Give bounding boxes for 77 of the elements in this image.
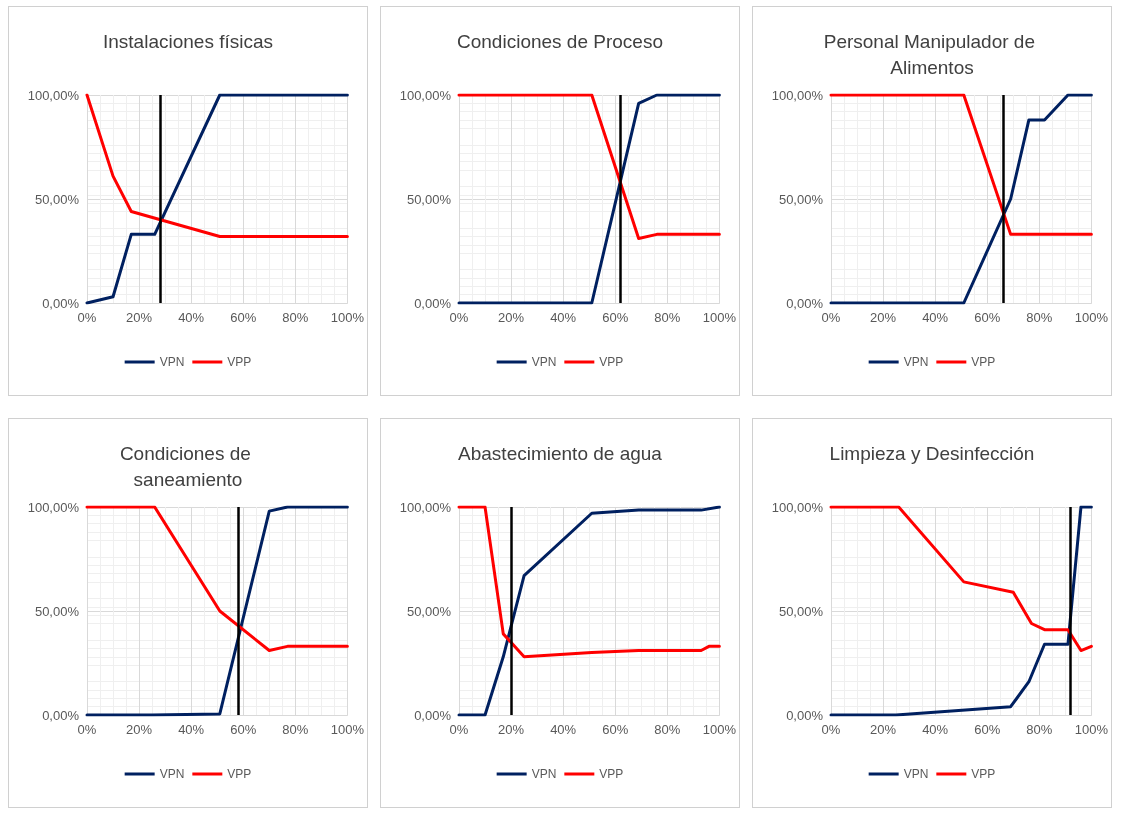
y-tick-label: 0,00% xyxy=(42,707,80,723)
x-tick-label: 80% xyxy=(654,722,681,737)
y-tick-label: 0,00% xyxy=(42,295,80,311)
chart-title: Limpieza y Desinfección xyxy=(829,442,1035,464)
chart-title: Condiciones de Proceso xyxy=(457,30,663,52)
x-tick-label: 40% xyxy=(922,722,949,737)
line-series xyxy=(829,505,1093,717)
x-tick-label: 20% xyxy=(498,722,525,737)
legend-label: VPN xyxy=(531,355,557,369)
legend-label: VPP xyxy=(971,355,996,369)
y-tick-label: 0,00% xyxy=(414,707,452,723)
x-tick-label: 60% xyxy=(602,722,629,737)
x-tick-label: 60% xyxy=(974,722,1001,737)
x-tick-label: 20% xyxy=(126,310,153,325)
x-tick-label: 60% xyxy=(230,310,257,325)
x-tick-label: 40% xyxy=(922,310,949,325)
y-tick-label: 50,00% xyxy=(34,603,80,619)
x-tick-label: 20% xyxy=(870,310,897,325)
x-tick-label: 80% xyxy=(1026,310,1053,325)
x-tick-label: 20% xyxy=(870,722,897,737)
x-tick-label: 40% xyxy=(550,310,577,325)
legend-label: VPN xyxy=(531,767,557,781)
x-tick-label: 0% xyxy=(77,722,97,737)
y-tick-label: 0,00% xyxy=(786,707,824,723)
chart-title: Abastecimiento de agua xyxy=(458,442,663,464)
legend-label: VPP xyxy=(599,355,624,369)
x-tick-label: 80% xyxy=(654,310,681,325)
x-tick-label: 100% xyxy=(1074,722,1109,737)
chart-title: Personal Manipulador de Alimentos xyxy=(823,30,1041,78)
chart-title: Instalaciones físicas xyxy=(102,30,274,52)
x-tick-label: 0% xyxy=(449,310,469,325)
legend-label: VPN xyxy=(903,355,929,369)
line-series xyxy=(85,93,349,305)
legend-label: VPP xyxy=(971,767,996,781)
x-tick-label: 40% xyxy=(550,722,577,737)
y-tick-label: 100,00% xyxy=(771,499,824,515)
x-tick-label: 100% xyxy=(330,310,365,325)
x-tick-label: 60% xyxy=(230,722,257,737)
y-tick-label: 50,00% xyxy=(406,191,452,207)
x-tick-label: 100% xyxy=(1074,310,1109,325)
y-tick-label: 50,00% xyxy=(406,603,452,619)
line-series xyxy=(829,93,1093,305)
legend-label: VPN xyxy=(903,767,929,781)
x-tick-label: 0% xyxy=(821,722,841,737)
x-tick-label: 80% xyxy=(282,722,309,737)
y-tick-label: 100,00% xyxy=(27,87,80,103)
x-tick-label: 100% xyxy=(702,310,737,325)
x-tick-label: 40% xyxy=(178,310,205,325)
line-series xyxy=(457,505,721,717)
legend-label: VPP xyxy=(227,767,252,781)
x-tick-label: 60% xyxy=(974,310,1001,325)
y-tick-label: 100,00% xyxy=(771,87,824,103)
chart-title: Condiciones de saneamiento xyxy=(119,442,257,490)
x-tick-label: 40% xyxy=(178,722,205,737)
x-tick-label: 0% xyxy=(77,310,97,325)
legend-label: VPN xyxy=(159,355,185,369)
y-tick-label: 100,00% xyxy=(27,499,80,515)
x-tick-label: 20% xyxy=(498,310,525,325)
y-tick-label: 50,00% xyxy=(778,603,824,619)
x-tick-label: 100% xyxy=(330,722,365,737)
x-tick-label: 100% xyxy=(702,722,737,737)
y-tick-label: 0,00% xyxy=(786,295,824,311)
x-tick-label: 60% xyxy=(602,310,629,325)
line-series xyxy=(85,505,349,717)
legend-label: VPP xyxy=(599,767,624,781)
y-tick-label: 50,00% xyxy=(778,191,824,207)
x-tick-label: 80% xyxy=(1026,722,1053,737)
y-tick-label: 50,00% xyxy=(34,191,80,207)
x-tick-label: 0% xyxy=(821,310,841,325)
y-tick-label: 100,00% xyxy=(399,499,452,515)
y-tick-label: 0,00% xyxy=(414,295,452,311)
x-tick-label: 80% xyxy=(282,310,309,325)
legend-label: VPP xyxy=(227,355,252,369)
y-tick-label: 100,00% xyxy=(399,87,452,103)
x-tick-label: 0% xyxy=(449,722,469,737)
x-tick-label: 20% xyxy=(126,722,153,737)
legend-label: VPN xyxy=(159,767,185,781)
